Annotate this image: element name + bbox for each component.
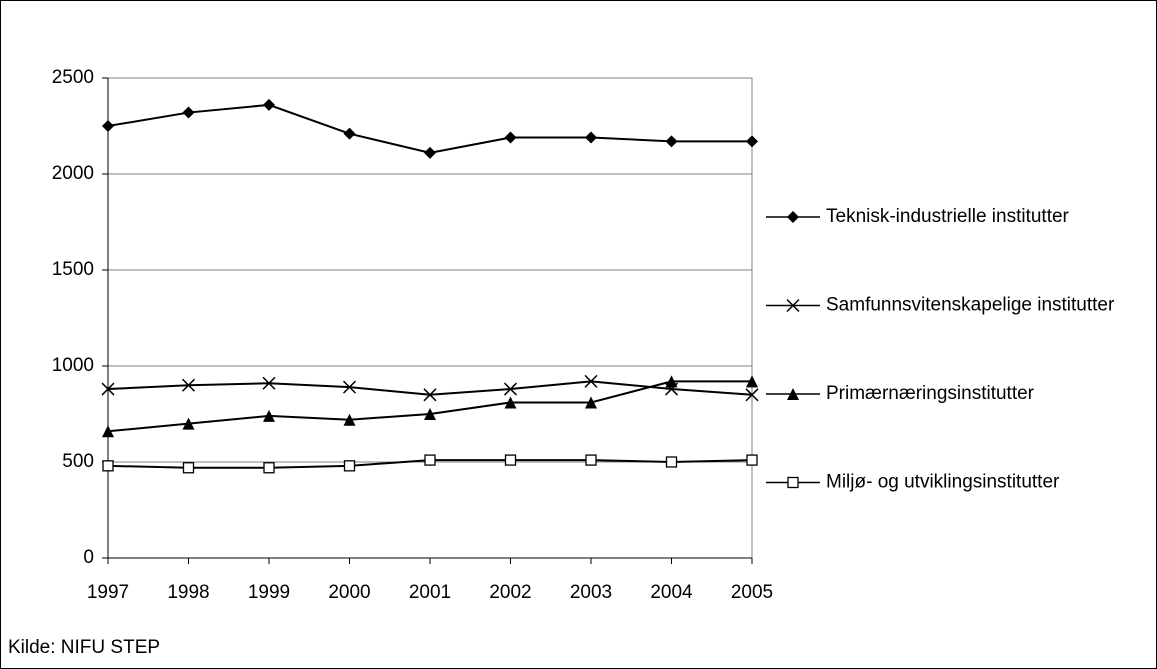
marker: [263, 98, 275, 111]
marker: [343, 413, 356, 426]
marker: [504, 454, 517, 466]
marker: [101, 382, 115, 396]
legend-marker: [786, 298, 800, 313]
x-tick-label: 2002: [489, 582, 531, 603]
marker: [343, 127, 356, 140]
y-tick-label: 1500: [52, 259, 94, 280]
marker: [584, 374, 598, 388]
source-note: Kilde: NIFU STEP: [8, 637, 160, 658]
marker: [343, 460, 356, 472]
x-tick-label: 1998: [167, 582, 209, 603]
x-tick-label: 2000: [328, 582, 370, 603]
legend-marker: [787, 211, 799, 223]
y-tick-label: 2500: [52, 67, 94, 88]
legend-label: Miljø- og utviklingsinstitutter: [826, 472, 1060, 493]
x-tick-label: 1999: [248, 582, 290, 603]
marker: [182, 462, 195, 474]
marker: [665, 135, 678, 148]
y-tick-label: 0: [83, 547, 94, 568]
marker: [585, 454, 597, 466]
marker: [585, 396, 597, 409]
legend-marker: [787, 476, 799, 489]
y-tick-label: 2000: [52, 163, 94, 184]
marker: [102, 120, 114, 132]
y-tick-label: 500: [62, 451, 94, 472]
legend-label: Samfunnsvitenskapelige institutter: [826, 295, 1115, 316]
y-tick-label: 1000: [52, 355, 94, 376]
marker: [503, 382, 518, 396]
marker: [746, 375, 758, 388]
marker: [182, 106, 195, 119]
marker: [504, 396, 517, 409]
marker: [182, 417, 195, 430]
marker: [423, 388, 437, 402]
legend-label: Teknisk-industrielle institutter: [826, 206, 1070, 227]
x-tick-label: 2001: [409, 582, 451, 603]
marker: [263, 462, 275, 474]
marker: [102, 460, 114, 472]
marker: [342, 380, 357, 394]
marker: [665, 375, 678, 388]
marker: [424, 146, 436, 159]
marker: [262, 376, 276, 390]
legend-marker: [787, 388, 799, 400]
marker: [181, 378, 196, 392]
marker: [746, 135, 758, 148]
marker: [504, 131, 517, 144]
marker: [424, 408, 436, 420]
marker: [746, 454, 758, 466]
marker: [585, 131, 597, 144]
x-tick-label: 2004: [650, 582, 693, 603]
x-tick-label: 2003: [570, 582, 612, 603]
x-tick-label: 2005: [731, 582, 773, 603]
marker: [424, 454, 436, 466]
x-tick-label: 1997: [87, 582, 129, 603]
legend-label: Primærnæringsinstitutter: [826, 383, 1035, 404]
marker: [665, 456, 678, 468]
marker: [102, 425, 114, 438]
marker: [263, 409, 275, 422]
marker: [745, 388, 759, 402]
